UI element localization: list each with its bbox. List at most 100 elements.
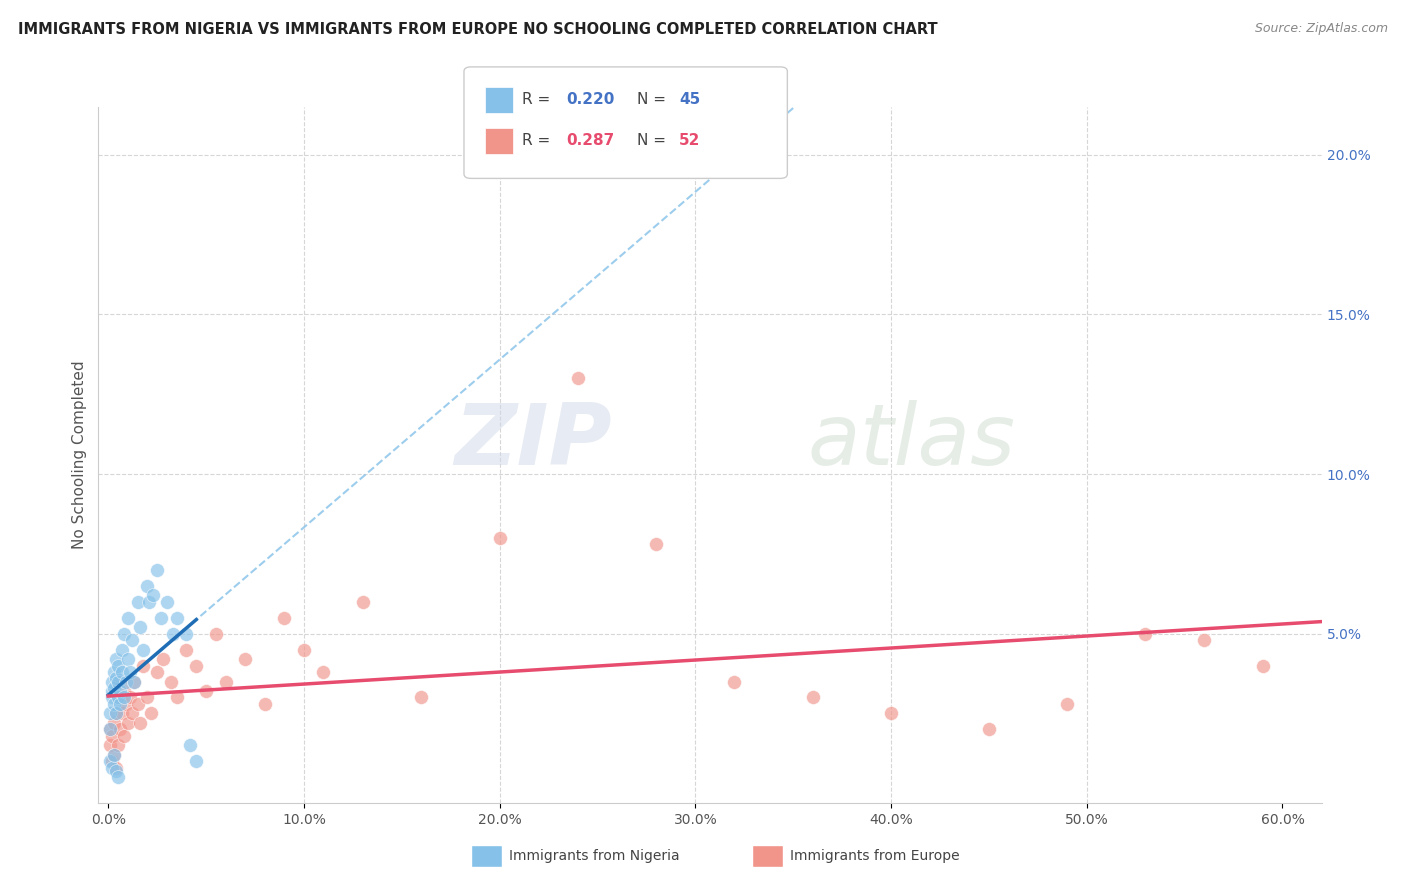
Point xyxy=(166,610,188,624)
Point xyxy=(108,684,131,698)
Text: N =: N = xyxy=(637,134,671,148)
Point xyxy=(166,690,188,705)
Point xyxy=(156,595,179,609)
Point xyxy=(117,652,139,666)
Point xyxy=(98,706,121,721)
Point xyxy=(122,674,145,689)
Point xyxy=(1251,658,1274,673)
Point xyxy=(411,690,433,705)
Point xyxy=(111,642,134,657)
Text: Immigrants from Europe: Immigrants from Europe xyxy=(790,849,960,863)
Point xyxy=(142,588,165,602)
Point xyxy=(1056,697,1078,711)
Point xyxy=(122,674,145,689)
Point xyxy=(103,681,125,695)
Point xyxy=(103,747,125,762)
Point xyxy=(112,626,135,640)
Point xyxy=(150,610,173,624)
Point xyxy=(121,633,143,648)
Point xyxy=(105,764,128,778)
Point xyxy=(146,665,169,679)
Text: ZIP: ZIP xyxy=(454,400,612,483)
Point xyxy=(101,674,124,689)
Point xyxy=(103,716,125,731)
Point xyxy=(107,690,129,705)
Point xyxy=(214,674,236,689)
Point xyxy=(111,706,134,721)
Point xyxy=(136,690,159,705)
Point xyxy=(118,690,141,705)
Point xyxy=(112,684,135,698)
Point xyxy=(253,697,276,711)
Point xyxy=(107,770,129,784)
Point xyxy=(107,739,129,753)
Point xyxy=(103,747,125,762)
Point xyxy=(108,723,131,737)
Point xyxy=(195,684,218,698)
Point xyxy=(160,674,183,689)
Point xyxy=(98,723,121,737)
Point xyxy=(98,754,121,768)
Point xyxy=(138,595,160,609)
Point xyxy=(105,706,128,721)
Point xyxy=(117,610,139,624)
Point xyxy=(117,716,139,731)
Point xyxy=(152,652,174,666)
Point xyxy=(176,642,198,657)
Point xyxy=(101,684,124,698)
Point xyxy=(107,674,129,689)
Point xyxy=(105,671,128,685)
Point xyxy=(105,706,128,721)
Point xyxy=(103,697,125,711)
Text: R =: R = xyxy=(522,134,555,148)
Point xyxy=(101,761,124,775)
Text: 45: 45 xyxy=(679,93,700,107)
Point xyxy=(136,579,159,593)
Point xyxy=(101,690,124,705)
Point xyxy=(141,706,163,721)
Point xyxy=(176,626,198,640)
Point xyxy=(567,371,589,385)
Point xyxy=(98,723,121,737)
Point xyxy=(98,739,121,753)
Point xyxy=(352,595,374,609)
Point xyxy=(233,652,256,666)
Text: 0.287: 0.287 xyxy=(567,134,614,148)
Point xyxy=(121,706,143,721)
Point xyxy=(107,658,129,673)
Y-axis label: No Schooling Completed: No Schooling Completed xyxy=(72,360,87,549)
Point xyxy=(127,697,149,711)
Point xyxy=(112,690,135,705)
Point xyxy=(186,754,208,768)
Point xyxy=(723,674,745,689)
Text: N =: N = xyxy=(637,93,671,107)
Point xyxy=(105,652,128,666)
Point xyxy=(101,729,124,743)
Point xyxy=(273,610,295,624)
Point xyxy=(103,665,125,679)
Text: Source: ZipAtlas.com: Source: ZipAtlas.com xyxy=(1254,22,1388,36)
Text: R =: R = xyxy=(522,93,555,107)
Point xyxy=(977,723,1000,737)
Point xyxy=(114,697,136,711)
Text: IMMIGRANTS FROM NIGERIA VS IMMIGRANTS FROM EUROPE NO SCHOOLING COMPLETED CORRELA: IMMIGRANTS FROM NIGERIA VS IMMIGRANTS FR… xyxy=(18,22,938,37)
Point xyxy=(128,716,150,731)
Point xyxy=(186,658,208,673)
Text: Immigrants from Nigeria: Immigrants from Nigeria xyxy=(509,849,679,863)
Point xyxy=(132,642,155,657)
Point xyxy=(179,739,201,753)
Point xyxy=(108,697,131,711)
Point xyxy=(105,761,128,775)
Point xyxy=(112,729,135,743)
Point xyxy=(107,690,129,705)
Point xyxy=(127,595,149,609)
Point xyxy=(111,665,134,679)
Point xyxy=(292,642,315,657)
Point xyxy=(118,665,141,679)
Point xyxy=(801,690,824,705)
Point xyxy=(488,531,510,545)
Point xyxy=(108,674,131,689)
Point xyxy=(114,674,136,689)
Point xyxy=(146,563,169,577)
Text: 52: 52 xyxy=(679,134,700,148)
